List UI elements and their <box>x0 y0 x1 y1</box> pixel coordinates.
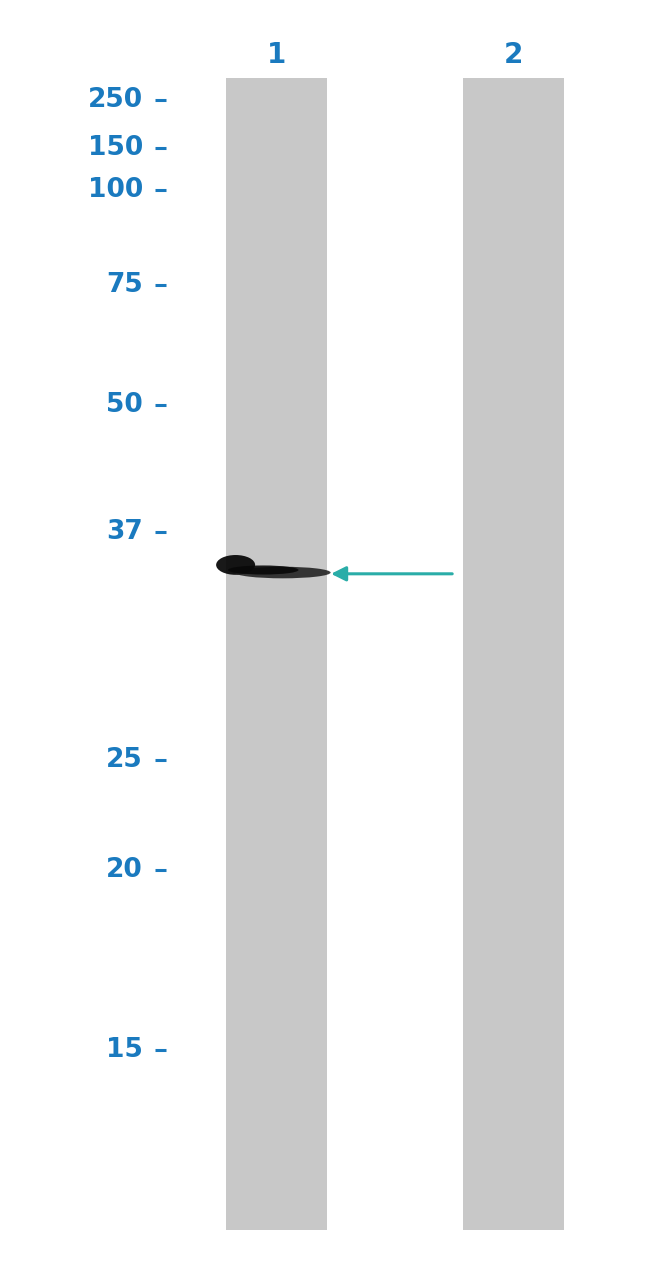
Bar <box>226 77 326 1231</box>
Text: 250: 250 <box>88 88 143 113</box>
Text: 37: 37 <box>106 519 143 545</box>
Ellipse shape <box>228 565 298 574</box>
Ellipse shape <box>216 555 255 575</box>
Bar <box>463 77 564 1231</box>
Text: 25: 25 <box>106 747 143 773</box>
Text: 100: 100 <box>88 177 143 203</box>
Ellipse shape <box>235 566 331 578</box>
Text: 150: 150 <box>88 135 143 161</box>
Text: 15: 15 <box>106 1038 143 1063</box>
Text: 50: 50 <box>106 392 143 418</box>
Text: 75: 75 <box>106 272 143 298</box>
Text: 20: 20 <box>106 857 143 883</box>
Text: 1: 1 <box>266 41 286 69</box>
Text: 2: 2 <box>504 41 523 69</box>
